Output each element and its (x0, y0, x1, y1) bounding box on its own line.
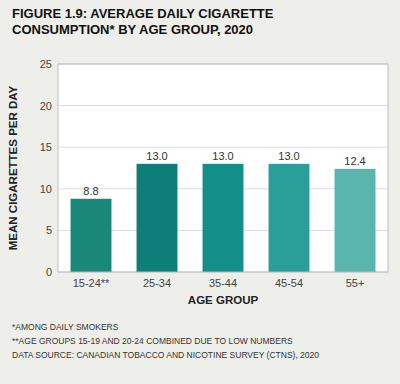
title: FIGURE 1.9: AVERAGE DAILY CIGARETTE (12, 6, 274, 21)
plot-frame (58, 64, 388, 272)
x-tick-label: 15-24** (73, 277, 110, 289)
y-tick-label: 25 (40, 58, 52, 70)
x-tick-label: 45-54 (275, 277, 303, 289)
data-label: 12.4 (344, 155, 365, 167)
y-tick-label: 0 (46, 266, 52, 278)
chart-container: FIGURE 1.9: AVERAGE DAILY CIGARETTECONSU… (0, 0, 400, 384)
data-label: 8.8 (83, 185, 98, 197)
x-tick-label: 25-34 (143, 277, 171, 289)
bar (335, 169, 376, 272)
y-tick-label: 15 (40, 141, 52, 153)
bar (137, 164, 178, 272)
y-tick-label: 10 (40, 183, 52, 195)
y-axis-label: MEAN CIGARETTES PER DAY (7, 85, 19, 250)
footnote: **AGE GROUPS 15-19 AND 20-24 COMBINED DU… (12, 336, 293, 346)
x-tick-label: 35-44 (209, 277, 237, 289)
x-axis-label: AGE GROUP (188, 294, 259, 306)
data-label: 13.0 (212, 150, 233, 162)
title: CONSUMPTION* BY AGE GROUP, 2020 (12, 22, 253, 37)
y-tick-label: 20 (40, 100, 52, 112)
bar (71, 199, 112, 272)
y-tick-label: 5 (46, 224, 52, 236)
x-tick-label: 55+ (346, 277, 365, 289)
bar (203, 164, 244, 272)
footnote: *AMONG DAILY SMOKERS (12, 322, 119, 332)
grid-line (58, 105, 388, 106)
data-label: 13.0 (278, 150, 299, 162)
footnote: DATA SOURCE: CANADIAN TOBACCO AND NICOTI… (12, 350, 319, 360)
bar (269, 164, 310, 272)
chart-svg: FIGURE 1.9: AVERAGE DAILY CIGARETTECONSU… (0, 0, 400, 384)
grid-line (58, 147, 388, 148)
bars (71, 164, 376, 272)
data-label: 13.0 (146, 150, 167, 162)
plot-background (58, 64, 388, 272)
